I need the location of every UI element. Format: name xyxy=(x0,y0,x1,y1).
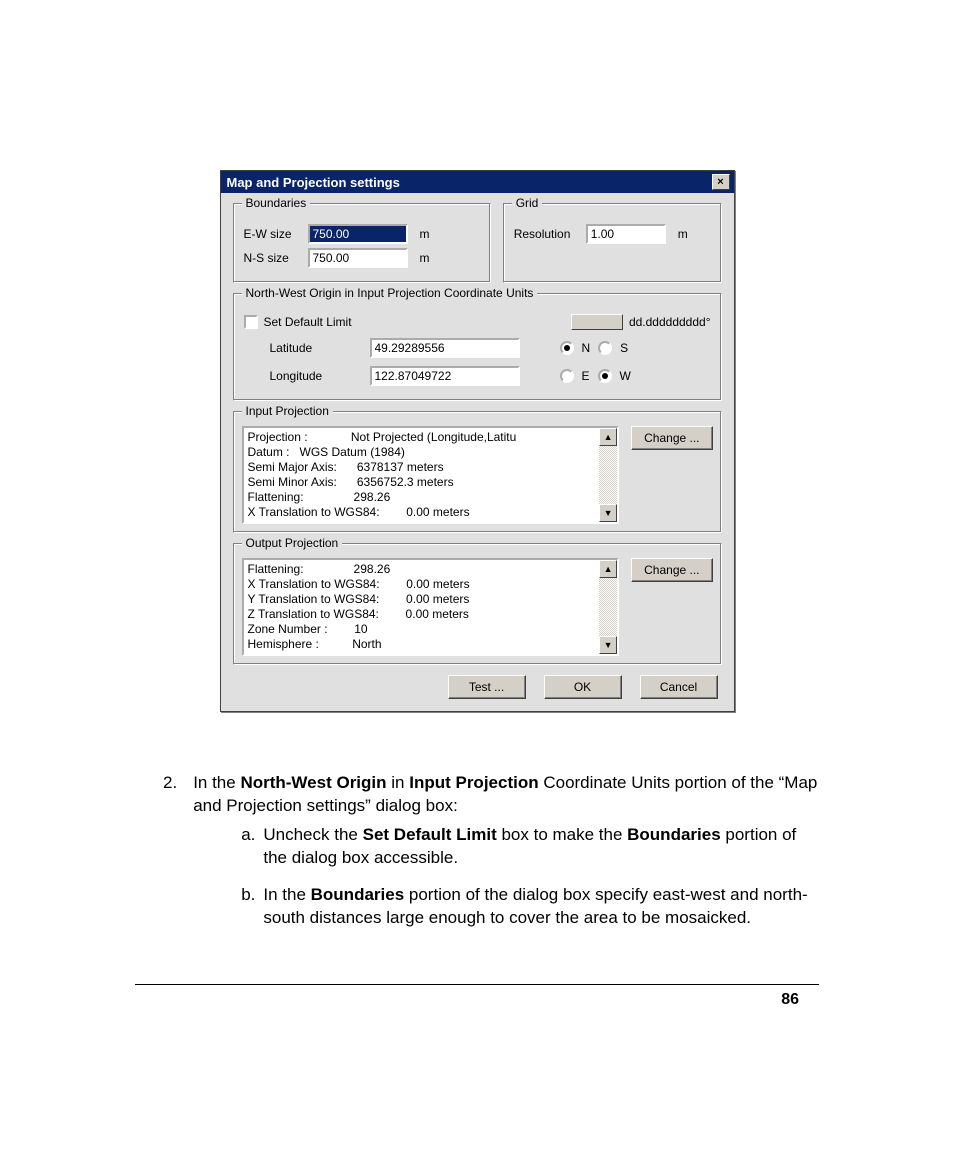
scroll-up-icon[interactable]: ▲ xyxy=(599,428,617,446)
ns-size-label: N-S size xyxy=(244,251,302,265)
nw-origin-group: North-West Origin in Input Projection Co… xyxy=(233,293,722,401)
close-button[interactable]: × xyxy=(712,174,730,190)
lon-e-radio[interactable] xyxy=(560,369,574,383)
map-projection-dialog: Map and Projection settings × Boundaries… xyxy=(220,170,735,712)
ew-size-input[interactable] xyxy=(308,224,408,244)
ns-unit: m xyxy=(420,251,430,265)
output-projection-group: Output Projection Flattening: 298.26 X T… xyxy=(233,543,722,665)
page-number: 86 xyxy=(135,991,819,1009)
latitude-input[interactable] xyxy=(370,338,520,358)
output-projection-list[interactable]: Flattening: 298.26 X Translation to WGS8… xyxy=(242,558,620,656)
boundaries-legend: Boundaries xyxy=(242,196,311,210)
grid-group: Grid Resolution m xyxy=(503,203,722,283)
lon-w-radio[interactable] xyxy=(598,369,612,383)
list-num-2: 2. xyxy=(163,772,177,954)
input-proj-change-button[interactable]: Change ... xyxy=(631,426,712,450)
degree-format-button[interactable] xyxy=(571,314,623,330)
nw-origin-legend: North-West Origin in Input Projection Co… xyxy=(242,286,538,300)
ns-size-input[interactable] xyxy=(308,248,408,268)
output-proj-change-button[interactable]: Change ... xyxy=(631,558,712,582)
degree-format-label: dd.ddddddddd° xyxy=(629,315,711,329)
resolution-unit: m xyxy=(678,227,688,241)
lat-n-label: N xyxy=(582,341,591,355)
resolution-label: Resolution xyxy=(514,227,580,241)
dialog-title: Map and Projection settings xyxy=(225,175,400,190)
footer-divider xyxy=(135,984,819,985)
input-projection-text: Projection : Not Projected (Longitude,La… xyxy=(244,428,600,522)
ew-unit: m xyxy=(420,227,430,241)
output-proj-scrollbar[interactable]: ▲ ▼ xyxy=(599,560,617,654)
scroll-down-icon[interactable]: ▼ xyxy=(599,504,617,522)
input-proj-scrollbar[interactable]: ▲ ▼ xyxy=(599,428,617,522)
lon-e-label: E xyxy=(582,369,590,383)
scroll-down-icon[interactable]: ▼ xyxy=(599,636,617,654)
lat-s-label: S xyxy=(620,341,628,355)
resolution-input[interactable] xyxy=(586,224,666,244)
latitude-label: Latitude xyxy=(270,341,360,355)
input-projection-legend: Input Projection xyxy=(242,404,333,418)
cancel-button[interactable]: Cancel xyxy=(640,675,718,699)
test-button[interactable]: Test ... xyxy=(448,675,526,699)
ok-button[interactable]: OK xyxy=(544,675,622,699)
set-default-label: Set Default Limit xyxy=(264,315,352,329)
ew-size-label: E-W size xyxy=(244,227,302,241)
document-body-text: 2. In the North-West Origin in Input Pro… xyxy=(135,772,819,954)
boundaries-group: Boundaries E-W size m N-S size m xyxy=(233,203,491,283)
input-projection-group: Input Projection Projection : Not Projec… xyxy=(233,411,722,533)
scroll-up-icon[interactable]: ▲ xyxy=(599,560,617,578)
close-icon: × xyxy=(717,177,723,188)
lon-w-label: W xyxy=(620,369,631,383)
input-projection-list[interactable]: Projection : Not Projected (Longitude,La… xyxy=(242,426,620,524)
list-num-a: a. xyxy=(241,824,255,870)
longitude-label: Longitude xyxy=(270,369,360,383)
lat-n-radio[interactable] xyxy=(560,341,574,355)
longitude-input[interactable] xyxy=(370,366,520,386)
output-projection-legend: Output Projection xyxy=(242,536,343,550)
lat-s-radio[interactable] xyxy=(598,341,612,355)
titlebar: Map and Projection settings × xyxy=(221,171,734,193)
output-projection-text: Flattening: 298.26 X Translation to WGS8… xyxy=(244,560,600,654)
set-default-checkbox[interactable] xyxy=(244,315,258,329)
grid-legend: Grid xyxy=(512,196,543,210)
list-num-b: b. xyxy=(241,884,255,930)
